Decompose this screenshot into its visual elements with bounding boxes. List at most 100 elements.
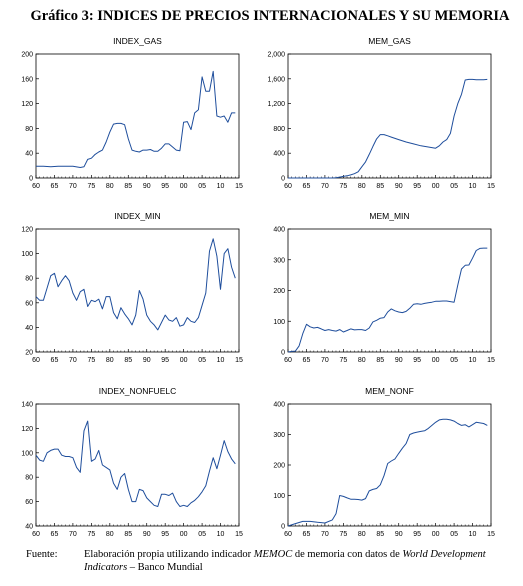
x-tick-label: 65 — [51, 183, 59, 190]
x-tick-label: 85 — [376, 183, 384, 190]
y-tick-label: 300 — [273, 432, 285, 439]
source-post: – Banco Mundial — [127, 562, 203, 573]
x-tick-label: 90 — [395, 531, 403, 538]
x-tick-label: 05 — [198, 531, 206, 538]
x-tick-label: 00 — [180, 531, 188, 538]
source-text: Elaboración propia utilizando indicador … — [84, 548, 523, 574]
x-tick-label: 00 — [432, 183, 440, 190]
source-wdi: World Development Indicators — [84, 549, 486, 573]
y-tick-label: 120 — [21, 227, 33, 234]
x-tick-label: 95 — [413, 183, 421, 190]
x-tick-label: 95 — [413, 357, 421, 364]
x-tick-label: 70 — [321, 183, 329, 190]
series-line — [36, 70, 236, 168]
x-tick-label: 85 — [376, 357, 384, 364]
x-tick-label: 15 — [235, 183, 243, 190]
chart-title: INDEX_MIN — [114, 211, 160, 221]
chart-title: INDEX_GAS — [113, 36, 162, 46]
y-tick-label: 60 — [25, 300, 33, 307]
y-tick-label: 60 — [25, 499, 33, 506]
y-tick-label: 100 — [273, 319, 285, 326]
x-tick-label: 15 — [487, 183, 495, 190]
x-tick-label: 65 — [303, 531, 311, 538]
y-tick-label: 300 — [273, 257, 285, 264]
chart-panel-3: INDEX_MIN 60 65 70 75 80 85 90 95 00 05 10 15 20 40 60 8… — [21, 211, 243, 364]
x-tick-label: 10 — [217, 357, 225, 364]
series-line — [287, 418, 488, 527]
x-tick-label: 10 — [469, 183, 477, 190]
x-tick-label: 70 — [321, 357, 329, 364]
y-tick-label: 80 — [25, 126, 33, 133]
y-tick-label: 120 — [21, 101, 33, 108]
series-line — [287, 247, 488, 353]
chart-title: INDEX_NONFUELC — [99, 386, 176, 396]
series-line — [35, 420, 236, 507]
x-tick-label: 85 — [124, 357, 132, 364]
series-line — [35, 238, 236, 331]
plot-frame — [287, 53, 492, 179]
y-tick-label: 200 — [273, 463, 285, 470]
y-tick-label: 400 — [273, 227, 285, 234]
y-tick-label: 140 — [21, 402, 33, 409]
figure-title: Gráfico 3: INDICES DE PRECIOS INTERNACIO… — [30, 8, 510, 24]
x-tick-label: 80 — [106, 531, 114, 538]
x-tick-label: 10 — [217, 531, 225, 538]
chart-panel-6: MEM_NONF 60 65 70 75 80 85 90 95 00 05 10 15 0 100 200 3… — [273, 386, 495, 538]
x-tick-label: 05 — [198, 183, 206, 190]
x-tick-label: 15 — [235, 531, 243, 538]
x-tick-label: 65 — [51, 531, 59, 538]
y-tick-label: 40 — [25, 325, 33, 332]
x-tick-label: 15 — [235, 357, 243, 364]
x-tick-label: 75 — [87, 183, 95, 190]
y-tick-label: 0 — [281, 176, 285, 183]
x-tick-label: 90 — [395, 183, 403, 190]
x-tick-label: 10 — [469, 531, 477, 538]
x-tick-label: 65 — [303, 183, 311, 190]
x-tick-label: 90 — [143, 357, 151, 364]
chart-title: MEM_GAS — [368, 36, 411, 46]
source-memoc: MEMOC — [253, 549, 293, 560]
y-tick-label: 800 — [273, 126, 285, 133]
plot-frame — [287, 403, 492, 527]
x-tick-label: 15 — [487, 531, 495, 538]
y-tick-label: 80 — [25, 276, 33, 283]
y-tick-label: 100 — [21, 450, 33, 457]
series-line — [288, 78, 488, 179]
chart-panel-2: MEM_GAS 60 65 70 75 80 85 90 95 00 05 10 15 0 400 800 1,… — [267, 36, 495, 190]
y-tick-label: 80 — [25, 475, 33, 482]
x-tick-label: 60 — [32, 183, 40, 190]
x-tick-label: 00 — [180, 183, 188, 190]
plot-frame — [35, 403, 240, 527]
x-tick-label: 75 — [339, 183, 347, 190]
x-tick-label: 60 — [32, 531, 40, 538]
chart-title: MEM_NONF — [365, 386, 414, 396]
x-tick-label: 85 — [124, 531, 132, 538]
source-label: Fuente: — [26, 549, 58, 560]
x-tick-label: 70 — [69, 531, 77, 538]
x-tick-label: 65 — [303, 357, 311, 364]
x-tick-label: 15 — [487, 357, 495, 364]
x-tick-label: 90 — [143, 183, 151, 190]
x-tick-label: 85 — [124, 183, 132, 190]
x-tick-label: 05 — [198, 357, 206, 364]
plot-frame — [35, 228, 240, 353]
y-tick-label: 40 — [25, 151, 33, 158]
x-tick-label: 95 — [161, 531, 169, 538]
x-tick-label: 65 — [51, 357, 59, 364]
x-tick-label: 60 — [284, 531, 292, 538]
x-tick-label: 75 — [339, 531, 347, 538]
y-tick-label: 120 — [21, 426, 33, 433]
y-tick-label: 200 — [21, 52, 33, 59]
y-tick-label: 0 — [281, 350, 285, 357]
x-tick-label: 60 — [32, 357, 40, 364]
source-pre: Elaboración propia utilizando indicador — [84, 549, 254, 560]
chart-panel-5: INDEX_NONFUELC 60 65 70 75 80 85 90 95 00 05 10 15 40… — [21, 386, 243, 538]
y-tick-label: 160 — [21, 76, 33, 83]
chart-panel-4: MEM_MIN 60 65 70 75 80 85 90 95 00 05 10 15 0 100 200 30… — [273, 211, 495, 364]
x-tick-label: 90 — [143, 531, 151, 538]
x-tick-label: 95 — [161, 183, 169, 190]
x-tick-label: 10 — [469, 357, 477, 364]
x-tick-label: 05 — [450, 357, 458, 364]
x-tick-label: 95 — [161, 357, 169, 364]
y-tick-label: 400 — [273, 151, 285, 158]
